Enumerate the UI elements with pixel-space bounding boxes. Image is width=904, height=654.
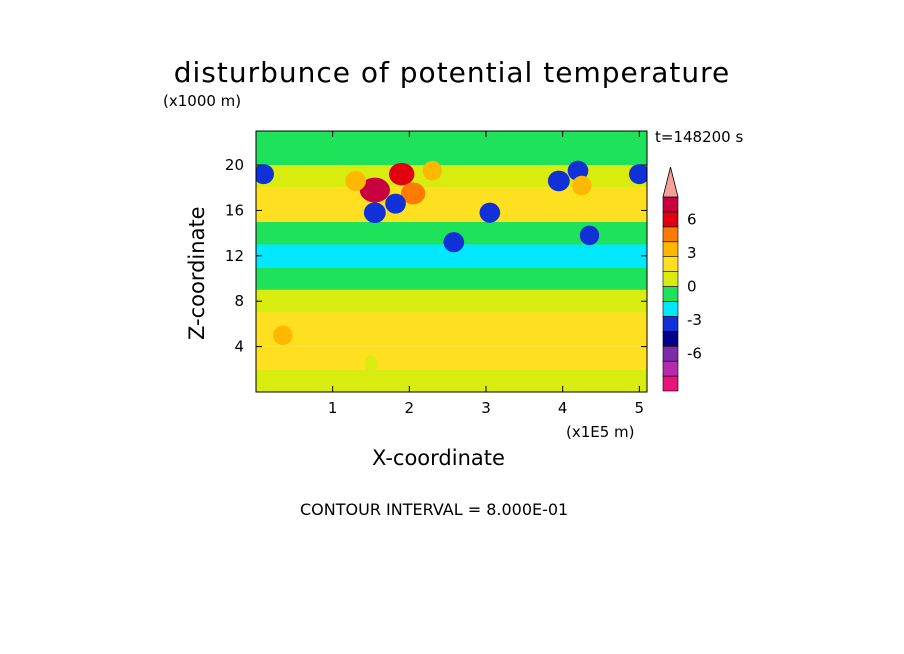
contour-feature bbox=[401, 182, 426, 205]
x-tick-label: 4 bbox=[558, 399, 568, 417]
colorbar-segment bbox=[662, 226, 679, 243]
contour-feature bbox=[567, 160, 589, 181]
contour-feature bbox=[519, 190, 538, 210]
y-tick-label: 8 bbox=[234, 292, 244, 310]
y-tick-label: 20 bbox=[225, 156, 244, 174]
contour-feature bbox=[572, 175, 592, 196]
colorbar-tick-label: -3 bbox=[687, 311, 702, 329]
y-tick-label: 12 bbox=[225, 247, 244, 265]
colorbar-segment bbox=[662, 286, 679, 302]
contour-band bbox=[256, 267, 647, 290]
colorbar-tick-label: 3 bbox=[687, 244, 697, 262]
colorbar-segment bbox=[662, 345, 679, 362]
colorbar-segment bbox=[662, 360, 679, 377]
contour-feature bbox=[422, 160, 443, 181]
contour-feature bbox=[273, 325, 293, 346]
chart-title: disturbunce of potential temperature bbox=[173, 56, 731, 89]
x-tick-label: 3 bbox=[481, 399, 491, 417]
contour-band bbox=[256, 131, 647, 166]
colorbar-segment bbox=[662, 271, 679, 287]
colorbar-segment bbox=[662, 331, 679, 347]
contour-feature bbox=[345, 170, 366, 191]
colorbar-segment bbox=[662, 241, 679, 257]
y-axis-unit: (x1000 m) bbox=[163, 92, 242, 110]
colorbar-segment bbox=[662, 316, 679, 332]
colorbar-segment bbox=[662, 256, 679, 272]
contour-feature bbox=[256, 164, 274, 185]
contour-feature bbox=[385, 193, 406, 214]
x-axis-label: X-coordinate bbox=[372, 446, 505, 470]
contour-band bbox=[256, 369, 647, 392]
contour-feature bbox=[629, 164, 647, 185]
x-tick-label: 5 bbox=[635, 399, 645, 417]
colorbar-segment bbox=[662, 301, 679, 317]
contour-band bbox=[256, 289, 647, 313]
colorbar-segment bbox=[662, 375, 679, 392]
contour-feature bbox=[579, 225, 600, 246]
contour-band bbox=[256, 312, 647, 347]
contour-interval-label: CONTOUR INTERVAL = 8.000E-01 bbox=[300, 500, 569, 519]
colorbar-tick-label: -6 bbox=[687, 345, 702, 363]
contour-feature bbox=[547, 170, 570, 192]
contour-field bbox=[256, 131, 647, 392]
contour-feature bbox=[479, 202, 501, 223]
x-tick-label: 2 bbox=[405, 399, 415, 417]
colorbar-segment bbox=[662, 211, 679, 228]
contour-feature bbox=[359, 177, 390, 203]
contour-band bbox=[256, 244, 647, 268]
contour-feature bbox=[388, 162, 415, 186]
y-tick-label: 4 bbox=[234, 338, 244, 356]
contour-band bbox=[256, 187, 647, 222]
contour-band bbox=[256, 346, 647, 370]
contour-feature bbox=[363, 202, 386, 224]
colorbar-segment bbox=[662, 196, 679, 213]
colorbar-arrow bbox=[662, 166, 679, 198]
colorbar-tick-label: 0 bbox=[687, 278, 697, 296]
y-tick-label: 16 bbox=[225, 201, 244, 219]
time-label: t=148200 s bbox=[655, 128, 744, 146]
x-axis-unit: (x1E5 m) bbox=[566, 423, 635, 441]
plot-border bbox=[255, 130, 648, 393]
contour-feature bbox=[364, 355, 378, 372]
colorbar-tick-label: 6 bbox=[687, 210, 697, 228]
contour-feature bbox=[443, 232, 465, 253]
x-tick-label: 1 bbox=[328, 399, 338, 417]
